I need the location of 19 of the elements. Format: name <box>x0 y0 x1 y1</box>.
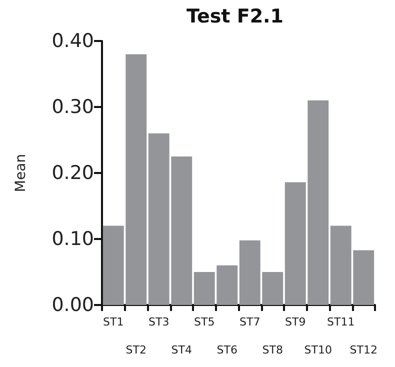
y-tick-label: 0.20 <box>52 162 94 184</box>
y-axis-title: Mean <box>13 154 29 192</box>
x-tick-label: ST5 <box>194 316 215 328</box>
y-tick-label: 0.40 <box>52 30 94 52</box>
y-tick-label: 0.10 <box>52 228 94 250</box>
y-tick-label: 0.00 <box>52 294 94 316</box>
x-tick-label: ST10 <box>304 344 332 356</box>
x-tick-label: ST7 <box>240 316 260 328</box>
x-tick-label: ST9 <box>285 316 306 328</box>
y-tick-label: 0.30 <box>52 96 94 118</box>
x-tick-label: ST12 <box>350 344 378 356</box>
x-tick-label: ST11 <box>327 316 355 328</box>
chart-title: Test F2.1 <box>186 6 284 28</box>
x-tick-label: ST6 <box>216 344 238 356</box>
x-tick-label: ST4 <box>171 344 192 356</box>
x-tick-label: ST8 <box>262 344 283 356</box>
x-tick-label: ST2 <box>126 344 146 356</box>
x-tick-label: ST3 <box>148 316 170 328</box>
x-tick-label: ST1 <box>103 316 124 328</box>
